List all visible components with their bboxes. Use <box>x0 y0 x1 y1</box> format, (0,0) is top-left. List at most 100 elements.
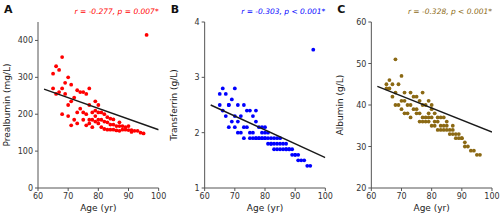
y-axis <box>38 22 39 188</box>
y-tick <box>368 105 371 106</box>
point <box>427 120 431 124</box>
x-tick-label: 60 <box>200 192 210 201</box>
point <box>93 99 97 103</box>
point <box>397 103 401 107</box>
point <box>96 103 100 107</box>
point <box>403 91 407 95</box>
annotation: r = -0.277, p = 0.007* <box>75 7 159 16</box>
y-axis-label: Transferrin (g/L) <box>169 69 179 142</box>
point <box>221 87 225 91</box>
y-tick-label: 60 <box>356 18 366 27</box>
point <box>127 124 131 128</box>
point <box>230 120 234 124</box>
panel: 607080901001234Br = -0.303, p < 0.001*Ag… <box>169 3 333 213</box>
point <box>63 81 67 85</box>
y-tick-label: 4 <box>195 18 200 27</box>
point <box>60 112 64 116</box>
panel-label: C <box>337 3 345 16</box>
y-tick-label: 30 <box>356 143 366 152</box>
point <box>391 95 395 99</box>
annotation: r = -0.328, p < 0.001* <box>408 7 492 16</box>
point <box>66 75 70 79</box>
y-tick <box>202 22 205 23</box>
point <box>460 136 464 140</box>
point <box>400 74 404 78</box>
point <box>391 82 395 86</box>
x-tick-label: 70 <box>396 192 406 201</box>
point <box>415 95 419 99</box>
point <box>296 153 300 157</box>
point <box>436 120 440 124</box>
point <box>105 120 109 124</box>
point <box>87 87 91 91</box>
x-tick <box>128 188 129 191</box>
point <box>445 120 449 124</box>
x-axis-label: Age (yr) <box>247 203 283 213</box>
point <box>254 120 258 124</box>
point <box>409 91 413 95</box>
x-tick-label: 70 <box>230 192 240 201</box>
y-tick-label: 20 <box>356 184 366 193</box>
point <box>66 114 70 118</box>
point <box>51 72 55 76</box>
point <box>388 78 392 82</box>
point <box>433 111 437 115</box>
y-tick-label: 400 <box>18 36 33 45</box>
point <box>224 92 228 96</box>
point <box>451 124 455 128</box>
point <box>302 158 306 162</box>
regression-line <box>377 86 492 132</box>
y-tick <box>368 22 371 23</box>
point <box>254 109 258 113</box>
y-tick <box>202 132 205 133</box>
point <box>400 107 404 111</box>
point <box>102 112 106 116</box>
point <box>397 82 401 86</box>
point <box>57 68 61 72</box>
x-tick-label: 90 <box>123 192 133 201</box>
point <box>112 117 116 121</box>
x-tick-label: 60 <box>366 192 376 201</box>
y-tick-label: 100 <box>18 147 33 156</box>
point <box>90 125 94 129</box>
point <box>78 107 82 111</box>
point <box>430 103 434 107</box>
point <box>72 118 76 122</box>
point <box>290 147 294 151</box>
x-tick-label: 100 <box>318 192 333 201</box>
point <box>54 64 58 68</box>
point <box>236 120 240 124</box>
point <box>69 123 73 127</box>
point <box>403 99 407 103</box>
x-tick <box>98 188 99 191</box>
x-tick <box>461 188 462 191</box>
point <box>406 111 410 115</box>
x-tick <box>295 188 296 191</box>
point <box>394 57 398 61</box>
point <box>388 87 392 91</box>
x-tick <box>68 188 69 191</box>
x-tick-label: 90 <box>457 192 467 201</box>
y-tick <box>202 188 205 189</box>
panel-label: A <box>4 3 13 16</box>
x-tick-label: 80 <box>260 192 270 201</box>
point <box>239 131 243 135</box>
point <box>69 83 73 87</box>
x-tick <box>265 188 266 191</box>
regression-line <box>211 105 326 158</box>
point <box>242 136 246 140</box>
y-tick-label: 0 <box>28 184 33 193</box>
point <box>311 48 315 52</box>
point <box>415 107 419 111</box>
x-tick <box>431 188 432 191</box>
point <box>427 111 431 115</box>
figure: 607080901000100200300400Ar = -0.277, p =… <box>0 0 500 216</box>
y-axis <box>204 22 205 188</box>
plot-area <box>44 33 159 135</box>
x-tick-label: 90 <box>290 192 300 201</box>
plot-area <box>211 48 326 168</box>
point <box>466 145 470 149</box>
y-tick-label: 200 <box>18 110 33 119</box>
point <box>142 132 146 136</box>
point <box>433 124 437 128</box>
